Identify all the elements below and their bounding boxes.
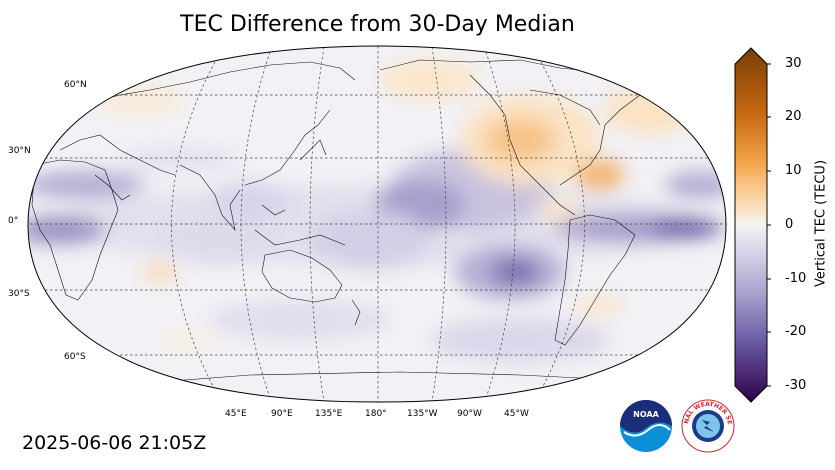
coastlines bbox=[31, 59, 701, 393]
colorbar-tick-30: 30 bbox=[785, 56, 802, 71]
lon-label-180: 180° bbox=[365, 409, 387, 419]
colorbar-tick-10: 10 bbox=[785, 163, 802, 178]
noaa-logo-icon: NOAA bbox=[620, 400, 672, 452]
colorbar-tick-n10: -10 bbox=[785, 271, 807, 286]
lat-label-30n: 30°N bbox=[8, 146, 31, 156]
lat-label-30s: 30°S bbox=[8, 289, 30, 299]
lat-label-eq: 0° bbox=[8, 216, 19, 226]
nws-logo-icon: NATIONAL WEATHER SERVICE bbox=[680, 398, 735, 453]
lon-label-45w: 45°W bbox=[504, 409, 529, 419]
colorbar-tick-n30: -30 bbox=[785, 378, 807, 393]
lon-label-90e: 90°E bbox=[271, 409, 293, 419]
tec-field bbox=[28, 60, 726, 362]
lon-label-135w: 135°W bbox=[407, 409, 438, 419]
lon-label-90w: 90°W bbox=[457, 409, 482, 419]
colorbar-tick-0: 0 bbox=[785, 217, 794, 232]
globe-outline bbox=[27, 45, 727, 403]
lon-label-135e: 135°E bbox=[315, 409, 343, 419]
colorbar-tick-20: 20 bbox=[785, 109, 802, 124]
page-title: TEC Difference from 30-Day Median bbox=[180, 12, 575, 37]
colorbar-label: Vertical TEC (TECU) bbox=[813, 159, 829, 288]
colorbar-tick-n20: -20 bbox=[785, 324, 807, 339]
noaa-logo-text: NOAA bbox=[633, 410, 659, 419]
timestamp: 2025-06-06 21:05Z bbox=[22, 432, 207, 454]
colorbar bbox=[734, 47, 771, 403]
lat-label-60s: 60°S bbox=[64, 352, 86, 362]
lon-label-45e: 45°E bbox=[225, 409, 247, 419]
lat-label-60n: 60°N bbox=[64, 80, 87, 90]
